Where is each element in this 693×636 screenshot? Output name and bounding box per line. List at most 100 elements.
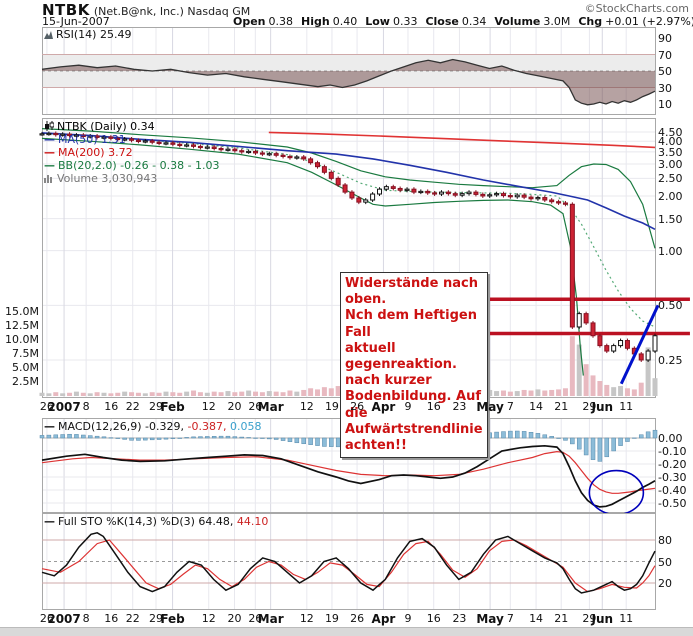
- x-axis-label: 11: [619, 612, 634, 625]
- crossover-circle-annotation: [588, 469, 645, 513]
- rsi-legend: RSI(14) 25.49: [44, 28, 131, 42]
- bollinger-line-icon: —: [44, 159, 55, 172]
- annotation-line: aktuell gegenreaktion.: [345, 340, 457, 373]
- x-axis-label: 19: [324, 612, 339, 625]
- ma50-line: [41, 132, 656, 231]
- x-axis-label: 23: [452, 400, 467, 413]
- x-axis-label: 14: [529, 400, 544, 413]
- ma200-line-icon: —: [44, 146, 55, 159]
- x-axis-label: 9: [404, 612, 412, 625]
- quote-row: Open 0.38 High 0.40 Low 0.33 Close 0.34 Volu…: [233, 15, 693, 28]
- stochastic-y-axis-label: 50: [658, 555, 672, 569]
- stochastic-d-value: 44.10: [236, 515, 269, 528]
- annotation-line: Bodenbildung. Auf die: [345, 389, 481, 421]
- x-axis-label: 16: [104, 400, 119, 413]
- company-name: (Net.B@nk, Inc.) Nasdaq GM: [93, 5, 251, 18]
- rsi-y-axis-label: 50: [658, 65, 672, 78]
- stochastic-plot: [41, 513, 656, 610]
- x-axis-label: 26: [350, 400, 365, 413]
- macd-value: -0.329,: [145, 420, 185, 433]
- x-axis-label: Jun: [591, 400, 614, 414]
- macd-y-axis-label: -0.10: [658, 445, 687, 458]
- bb-upper-line: [41, 128, 656, 249]
- price-legend-bollinger: — BB(20,2.0) -0.26 - 0.38 - 1.03: [44, 159, 220, 172]
- bb-middle-line: [41, 132, 656, 328]
- volume-y-axis-label: 12.5M: [5, 319, 39, 332]
- x-axis-label: 2007: [47, 400, 81, 414]
- stochastic-line-icon: —: [44, 515, 55, 528]
- x-axis-label: 8: [82, 612, 90, 625]
- price-y-axis-label: 3.00: [658, 157, 683, 171]
- rsi-area: [42, 59, 655, 105]
- x-axis-label: Apr: [371, 400, 396, 414]
- ticker-symbol: NTBK: [42, 1, 90, 19]
- rsi-indicator-icon: [44, 29, 53, 42]
- price-y-axis-label: 2.50: [658, 172, 683, 186]
- x-axis-label: 19: [324, 400, 339, 413]
- price-y-axis-label: 3.50: [658, 145, 683, 159]
- rsi-y-axis-label: 10: [658, 98, 672, 111]
- x-axis-label: 2007: [47, 612, 81, 626]
- price-legend-symbol: NTBK (Daily) 0.34: [44, 120, 155, 134]
- x-axis-label: 26: [248, 400, 263, 413]
- macd-signal-value: -0.387,: [187, 420, 227, 433]
- stochastic-y-axis-label: 20: [658, 577, 672, 590]
- macd-y-axis-label: -0.40: [658, 484, 687, 497]
- x-axis-label: 22: [125, 612, 140, 625]
- x-axis-label: 29: [149, 400, 164, 413]
- title-row: NTBK (Net.B@nk, Inc.) Nasdaq GM: [42, 1, 250, 19]
- volume-y-axis-label: 2.5M: [12, 375, 39, 388]
- macd-y-axis-label: -0.20: [658, 458, 687, 471]
- quote-date: 15-Jun-2007: [42, 15, 110, 28]
- x-axis-label: 11: [619, 400, 634, 413]
- x-axis-label: 29: [582, 400, 597, 413]
- x-axis-label: 12: [299, 400, 314, 413]
- annotation-box: Widerstände nach oben. Nch dem Heftigen …: [340, 272, 488, 459]
- x-axis-label: Mar: [257, 400, 284, 414]
- rsi-y-axis-label: 90: [658, 32, 672, 45]
- volume-y-axis-label: 7.5M: [12, 347, 39, 360]
- x-axis-label: 29: [149, 612, 164, 625]
- price-y-axis-label: 0.25: [658, 353, 683, 367]
- x-axis-label: 12: [299, 612, 314, 625]
- x-axis-label: May: [476, 612, 504, 626]
- volume-y-axis-label: 10.0M: [5, 333, 39, 346]
- rsi-line: [41, 58, 656, 106]
- x-axis-label: Jun: [591, 612, 614, 626]
- x-axis-label: 26: [39, 612, 54, 625]
- volume-y-axis-label: 5.0M: [12, 361, 39, 374]
- rsi-plot: [41, 27, 656, 115]
- quote-low: Low 0.33: [365, 15, 418, 28]
- x-axis-label: 21: [554, 400, 569, 413]
- x-axis-label: 26: [248, 612, 263, 625]
- candles: [39, 131, 658, 362]
- price-legend-volume: Volume 3,030,943: [44, 172, 157, 186]
- price-y-axis-label: 1.00: [658, 244, 683, 258]
- macd-line: [41, 444, 656, 508]
- x-axis-label: Mar: [257, 612, 284, 626]
- volume-bars-icon: [44, 173, 54, 186]
- x-axis-label: 26: [39, 400, 54, 413]
- quote-change: Chg+0.01 (+2.97%)▲: [578, 15, 693, 28]
- rsi-y-axis-label: 30: [658, 81, 672, 95]
- bottom-strip: [0, 627, 693, 636]
- bb-lower-line: [41, 137, 584, 376]
- macd-y-axis-label: 0.00: [658, 432, 683, 445]
- price-legend-ma50: — MA(50) 1.31: [44, 133, 126, 146]
- stockcharts-credit: ©StockCharts.com: [584, 2, 689, 15]
- x-axis-label: 7: [506, 400, 514, 413]
- x-axis-label: 20: [227, 612, 242, 625]
- trendline: [619, 304, 660, 385]
- x-axis-label: 9: [404, 400, 412, 413]
- x-axis-label: 23: [452, 612, 467, 625]
- x-axis-label: 29: [582, 612, 597, 625]
- quote-open: Open 0.38: [233, 15, 294, 28]
- annotation-line: Widerstände nach oben.: [345, 276, 478, 308]
- stochastic-k-line: [41, 531, 656, 594]
- x-axis-label: May: [476, 400, 504, 414]
- quote-close: Close 0.34: [425, 15, 487, 28]
- x-axis-label: 16: [104, 612, 119, 625]
- quote-high: High 0.40: [301, 15, 358, 28]
- x-axis-label: Feb: [160, 612, 185, 626]
